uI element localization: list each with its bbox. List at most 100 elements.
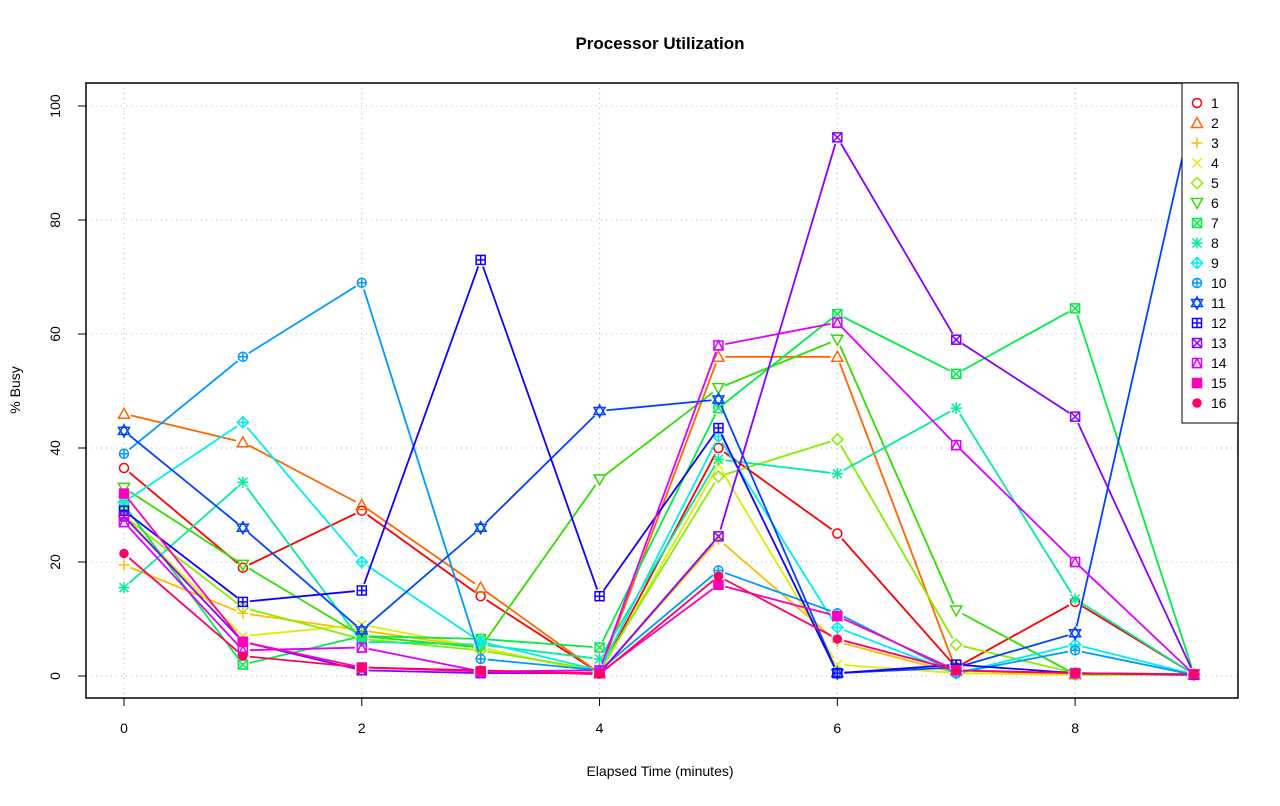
legend-marker-icon <box>1191 356 1203 369</box>
legend-item: 4 <box>1191 155 1219 171</box>
series-line-segment <box>485 591 595 670</box>
legend-marker-icon <box>1190 197 1204 211</box>
series-line-segment <box>962 645 1069 673</box>
data-point <box>832 132 843 143</box>
series-line-segment <box>1079 566 1190 671</box>
data-point <box>118 505 130 516</box>
series-line-segment <box>602 481 716 665</box>
x-tick-label: 0 <box>120 720 128 736</box>
data-point <box>1070 668 1080 678</box>
series-line-segment <box>368 666 474 672</box>
data-point <box>711 392 726 408</box>
data-point <box>950 334 962 345</box>
series-line-segment <box>1081 650 1188 675</box>
data-point <box>118 559 130 571</box>
data-point <box>357 662 367 673</box>
data-point <box>1069 303 1081 314</box>
data-point <box>118 582 130 594</box>
series-line-segment <box>724 440 831 476</box>
series-line-segment <box>487 638 593 648</box>
data-point <box>949 605 963 618</box>
series-line-segment <box>603 541 715 669</box>
series-line-segment <box>723 451 833 531</box>
series-line-segment <box>487 642 593 670</box>
series-11 <box>117 98 1201 681</box>
data-point <box>594 669 605 680</box>
legend-item: 15 <box>1191 375 1227 391</box>
data-point <box>236 435 250 448</box>
legend-item: 3 <box>1191 135 1219 151</box>
series-line-segment <box>962 650 1069 673</box>
series-line-segment <box>368 625 474 648</box>
data-point <box>237 476 249 488</box>
series-14 <box>118 316 1200 680</box>
series-line-segment <box>604 391 714 476</box>
series-line-segment <box>602 433 716 592</box>
data-point <box>949 638 963 652</box>
series-line-segment <box>366 531 476 627</box>
series-line-segment <box>838 363 955 665</box>
data-point <box>117 406 131 420</box>
y-tick-label: 0 <box>47 672 63 680</box>
legend-marker-icon <box>1190 256 1204 270</box>
series-line-segment <box>963 664 1069 674</box>
legend-label: 5 <box>1211 175 1219 191</box>
series-line-segment <box>960 449 1071 558</box>
legend-item: 14 <box>1191 355 1227 371</box>
series-line-segment <box>128 520 239 638</box>
data-point <box>475 665 486 676</box>
legend-item: 7 <box>1191 215 1219 231</box>
series-line-segment <box>249 590 355 603</box>
data-point <box>832 528 843 539</box>
legend-marker-icon <box>1191 157 1203 169</box>
data-point <box>356 505 368 516</box>
data-point <box>356 277 368 288</box>
data-point <box>594 653 606 665</box>
series-line-segment <box>719 143 837 530</box>
series-line-segment <box>248 512 356 566</box>
data-point <box>1189 669 1199 680</box>
legend-label: 1 <box>1211 95 1219 111</box>
data-point <box>712 339 725 351</box>
data-point <box>1069 593 1081 605</box>
legend-marker-icon <box>1191 237 1203 249</box>
data-point <box>711 382 726 396</box>
data-point <box>1069 411 1081 422</box>
series-line-segment <box>963 672 1069 676</box>
legend-item: 16 <box>1192 395 1227 411</box>
legend-item: 9 <box>1190 255 1219 271</box>
series-line-segment <box>963 669 1069 674</box>
series-line-segment <box>961 342 1070 414</box>
series-line-segment <box>601 351 717 665</box>
data-point <box>237 562 249 573</box>
series-line-segment <box>485 415 596 524</box>
x-tick-label: 2 <box>358 720 366 736</box>
series-line-segment <box>129 425 238 499</box>
series-line-segment <box>601 363 717 667</box>
legend-marker-icon <box>1190 295 1204 311</box>
series-line-segment <box>840 445 954 640</box>
data-point <box>354 622 369 638</box>
series-line-segment <box>724 585 831 616</box>
data-point <box>475 254 486 266</box>
legend-marker-icon <box>1191 97 1203 109</box>
series-line-segment <box>725 323 831 345</box>
series-line-segment <box>604 574 714 667</box>
x-tick-label: 6 <box>833 720 841 736</box>
data-point <box>238 651 248 661</box>
series-line-segment <box>129 519 238 605</box>
data-point <box>831 468 843 480</box>
legend-label: 7 <box>1211 215 1219 231</box>
legend-marker-icon <box>1190 176 1204 190</box>
legend-item: 8 <box>1191 235 1219 251</box>
data-point <box>237 659 249 670</box>
series-line-segment <box>843 316 951 372</box>
legend-marker-icon <box>1190 115 1204 129</box>
data-point <box>1069 645 1081 656</box>
series-line-segment <box>249 642 356 667</box>
series-line-segment <box>486 599 595 671</box>
series-line-segment <box>843 618 951 669</box>
data-point <box>832 610 843 622</box>
data-point <box>831 316 844 328</box>
